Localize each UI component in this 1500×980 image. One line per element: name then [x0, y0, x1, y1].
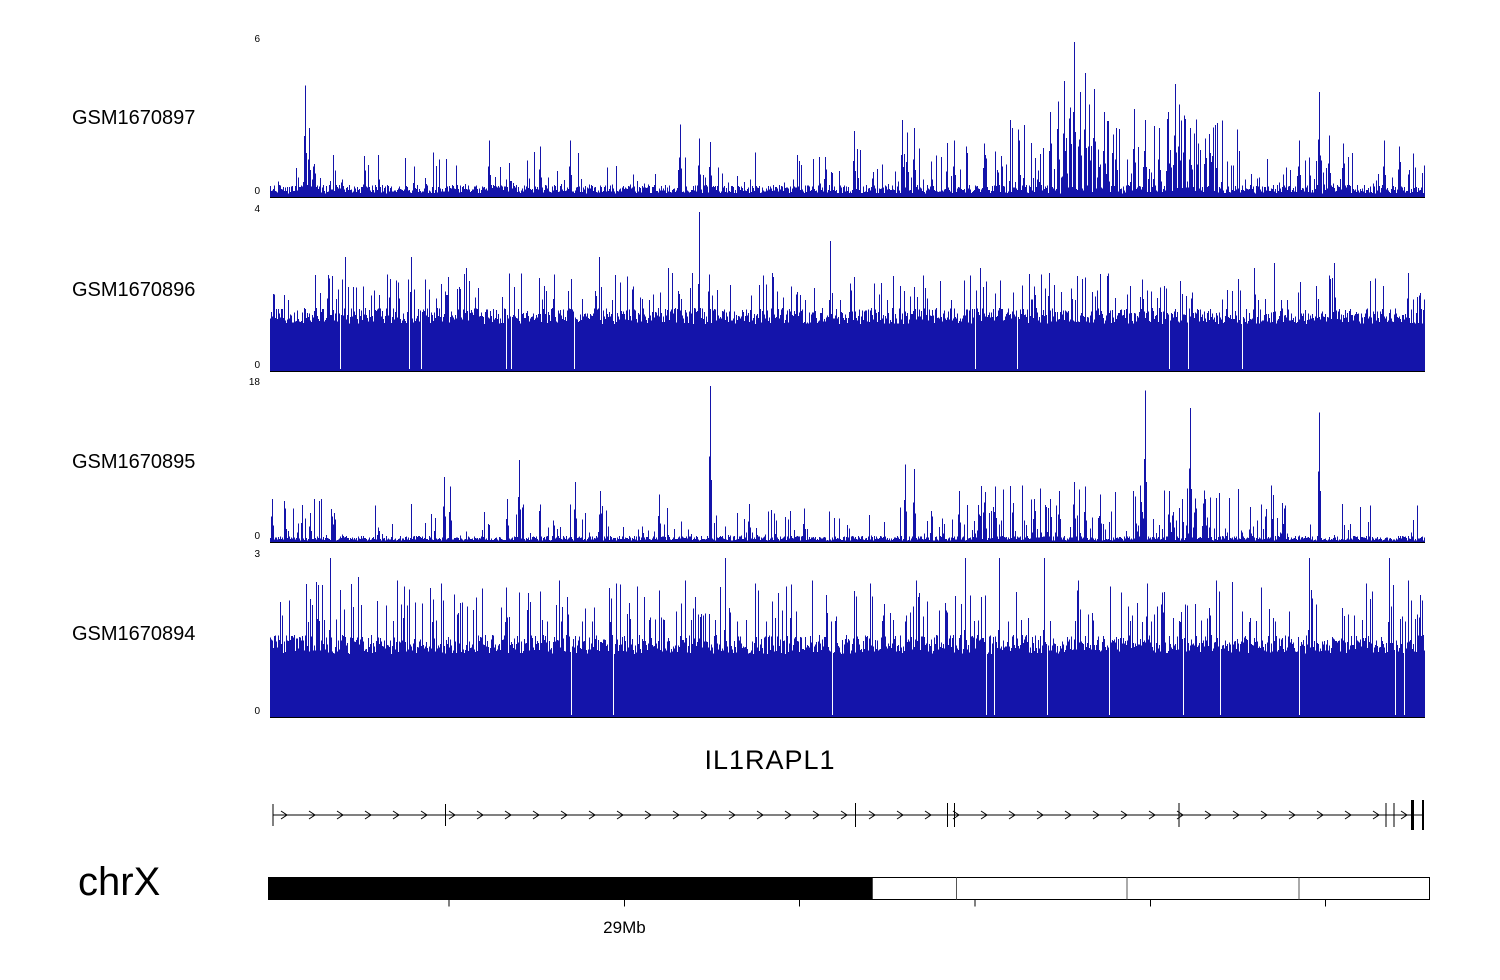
track1-ymin-label: 0 [254, 186, 260, 197]
track-label-gsm1670895: GSM1670895 [72, 451, 196, 473]
track-label-gsm1670897: GSM1670897 [72, 107, 196, 129]
track1-ymax-label: 6 [254, 34, 260, 45]
signal-track-gsm1670896 [270, 212, 1425, 372]
track2-ymax-label: 4 [254, 204, 260, 215]
signal-track-gsm1670895 [270, 386, 1425, 543]
chromosome-ideogram-svg [268, 877, 1430, 907]
signal-track-gsm1670894 [270, 558, 1425, 718]
track4-ymin-label: 0 [254, 706, 260, 717]
chromosome-label: chrX [78, 860, 161, 904]
track3-ymax-label: 18 [248, 377, 260, 388]
track2-ymin-label: 0 [254, 360, 260, 371]
track-label-gsm1670896: GSM1670896 [72, 279, 196, 301]
gene-title: IL1RAPL1 [704, 745, 836, 775]
track-label-gsm1670894: GSM1670894 [72, 623, 196, 645]
track4-ymax-label: 3 [254, 549, 260, 560]
signal-track-gsm1670897 [270, 42, 1425, 198]
scale-tick-label: 29Mb [603, 918, 646, 937]
track3-ymin-label: 0 [254, 531, 260, 542]
gene-model-svg [272, 800, 1424, 830]
